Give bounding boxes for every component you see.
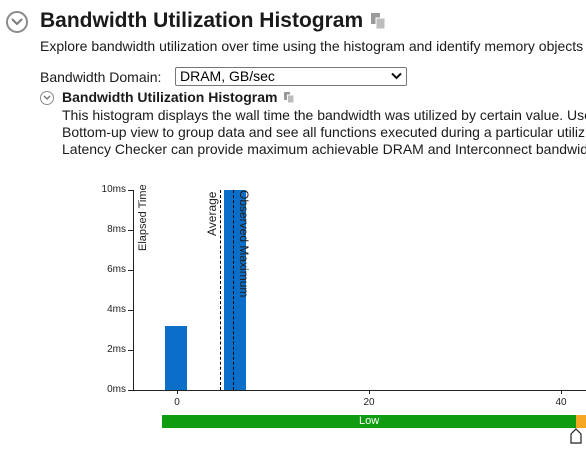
marker-label: Average: [205, 191, 220, 236]
y-axis-line: [133, 190, 134, 390]
chevron-down-icon: [391, 72, 402, 80]
copy-icon[interactable]: [370, 12, 386, 30]
utilization-segment: [576, 415, 586, 428]
y-tick-label: 8ms: [107, 224, 126, 235]
y-tick-label: 6ms: [107, 264, 126, 275]
x-tick-mark: [369, 390, 370, 394]
slider-handle-icon[interactable]: [570, 428, 582, 444]
page-title: Bandwidth Utilization Histogram: [40, 9, 364, 32]
y-tick-mark: [128, 310, 133, 311]
x-tick-label: 0: [174, 397, 180, 408]
collapse-section-button[interactable]: [40, 91, 54, 105]
y-axis-label: Elapsed Time: [137, 184, 149, 251]
x-tick-label: 20: [363, 397, 375, 408]
y-tick-mark: [128, 190, 133, 191]
chevron-down-icon: [11, 18, 23, 26]
x-tick-mark: [177, 390, 178, 394]
chevron-down-icon: [43, 95, 51, 101]
y-tick-mark: [128, 270, 133, 271]
marker-line: [220, 190, 222, 390]
x-tick-mark: [561, 390, 562, 394]
x-tick-label: 40: [555, 397, 567, 408]
utilization-segment-low: Low: [162, 415, 577, 428]
domain-select[interactable]: DRAM, GB/sec: [175, 67, 407, 86]
domain-label: Bandwidth Domain:: [40, 69, 162, 85]
utilization-range-bar[interactable]: Low: [162, 415, 586, 428]
x-axis-line: [133, 390, 586, 391]
page-description: Explore bandwidth utilization over time …: [40, 38, 584, 54]
y-tick-mark: [128, 390, 133, 391]
section-title: Bandwidth Utilization Histogram: [62, 89, 278, 105]
section-description-line: Latency Checker can provide maximum achi…: [62, 141, 586, 157]
y-tick-mark: [128, 350, 133, 351]
y-tick-label: 10ms: [101, 184, 126, 195]
histogram-bar[interactable]: [223, 190, 246, 390]
copy-icon[interactable]: [283, 91, 295, 104]
histogram-bar[interactable]: [165, 326, 187, 390]
y-tick-label: 0ms: [107, 384, 126, 395]
y-tick-label: 2ms: [107, 344, 126, 355]
y-tick-label: 4ms: [107, 304, 126, 315]
collapse-page-button[interactable]: [6, 11, 28, 33]
section-description-line: Bottom-up view to group data and see all…: [62, 124, 585, 140]
domain-select-value: DRAM, GB/sec: [180, 68, 275, 84]
y-tick-mark: [128, 230, 133, 231]
section-description-line: This histogram displays the wall time th…: [62, 107, 586, 123]
